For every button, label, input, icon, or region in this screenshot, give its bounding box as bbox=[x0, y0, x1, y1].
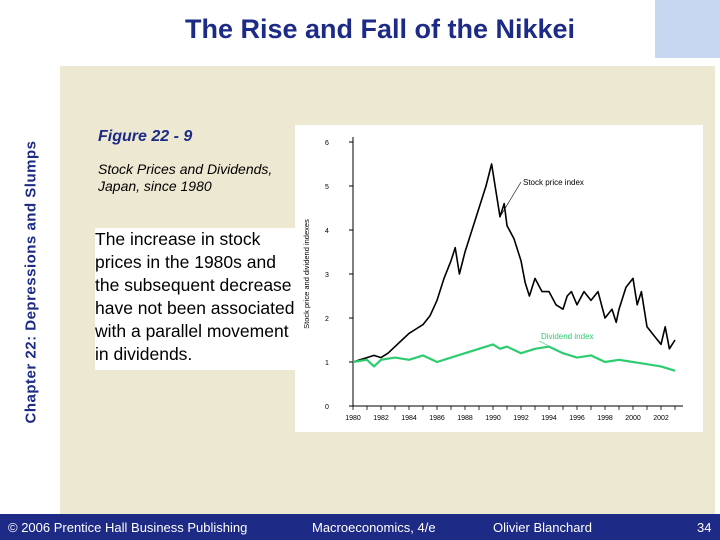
x-tick-label: 1996 bbox=[569, 415, 585, 422]
stock-price-index-label: Stock price index bbox=[523, 178, 584, 187]
figure-description: The increase in stock prices in the 1980… bbox=[95, 228, 297, 370]
y-tick-label: 3 bbox=[325, 272, 329, 279]
chapter-side-label-container: Chapter 22: Depressions and Slumps bbox=[16, 72, 46, 492]
slide-title: The Rise and Fall of the Nikkei bbox=[184, 14, 576, 44]
figure-number: Figure 22 - 9 bbox=[98, 128, 193, 145]
y-tick-label: 0 bbox=[325, 404, 329, 411]
y-tick-label: 1 bbox=[325, 360, 329, 367]
dividend-index-leader bbox=[538, 340, 552, 348]
x-tick-label: 1980 bbox=[345, 415, 361, 422]
x-tick-label: 2002 bbox=[653, 415, 669, 422]
footer-bar: © 2006 Prentice Hall Business Publishing… bbox=[0, 514, 720, 540]
dividend-index-label: Dividend index bbox=[541, 332, 593, 341]
y-tick-label: 4 bbox=[325, 228, 329, 235]
y-axis-label: Stock price and dividend indexes bbox=[302, 219, 311, 329]
x-tick-label: 1988 bbox=[457, 415, 473, 422]
x-tick-label: 1998 bbox=[597, 415, 613, 422]
publisher-logo bbox=[655, 0, 720, 58]
dividend-index-line bbox=[352, 343, 676, 372]
y-tick-label: 6 bbox=[325, 140, 329, 147]
footer-copyright: © 2006 Prentice Hall Business Publishing bbox=[8, 520, 248, 535]
x-tick-label: 1990 bbox=[485, 415, 501, 422]
chart-area: 0 1 2 3 4 5 6 1980 1982 1984 1986 1988 1990 1992 1994 1… bbox=[295, 125, 703, 432]
x-tick-label: 2000 bbox=[625, 415, 641, 422]
x-tick-label: 1982 bbox=[373, 415, 389, 422]
stock-price-index-leader bbox=[499, 181, 522, 217]
y-tick-label: 5 bbox=[325, 184, 329, 191]
stock-dividend-chart: 0 1 2 3 4 5 6 1980 1982 1984 1986 1988 1990 1992 1994 1… bbox=[302, 137, 683, 422]
footer-author: Olivier Blanchard bbox=[493, 520, 592, 535]
footer-book: Macroeconomics, 4/e bbox=[312, 520, 436, 535]
figure-caption: Stock Prices and Dividends, Japan, since… bbox=[98, 161, 273, 194]
stock-price-index-line bbox=[352, 163, 676, 363]
chapter-side-label: Chapter 22: Depressions and Slumps bbox=[22, 140, 40, 424]
x-tick-label: 1992 bbox=[513, 415, 529, 422]
footer-page-number: 34 bbox=[697, 520, 712, 535]
x-tick-label: 1984 bbox=[401, 415, 417, 422]
y-tick-label: 2 bbox=[325, 316, 329, 323]
x-tick-label: 1994 bbox=[541, 415, 557, 422]
x-tick-label: 1986 bbox=[429, 415, 445, 422]
